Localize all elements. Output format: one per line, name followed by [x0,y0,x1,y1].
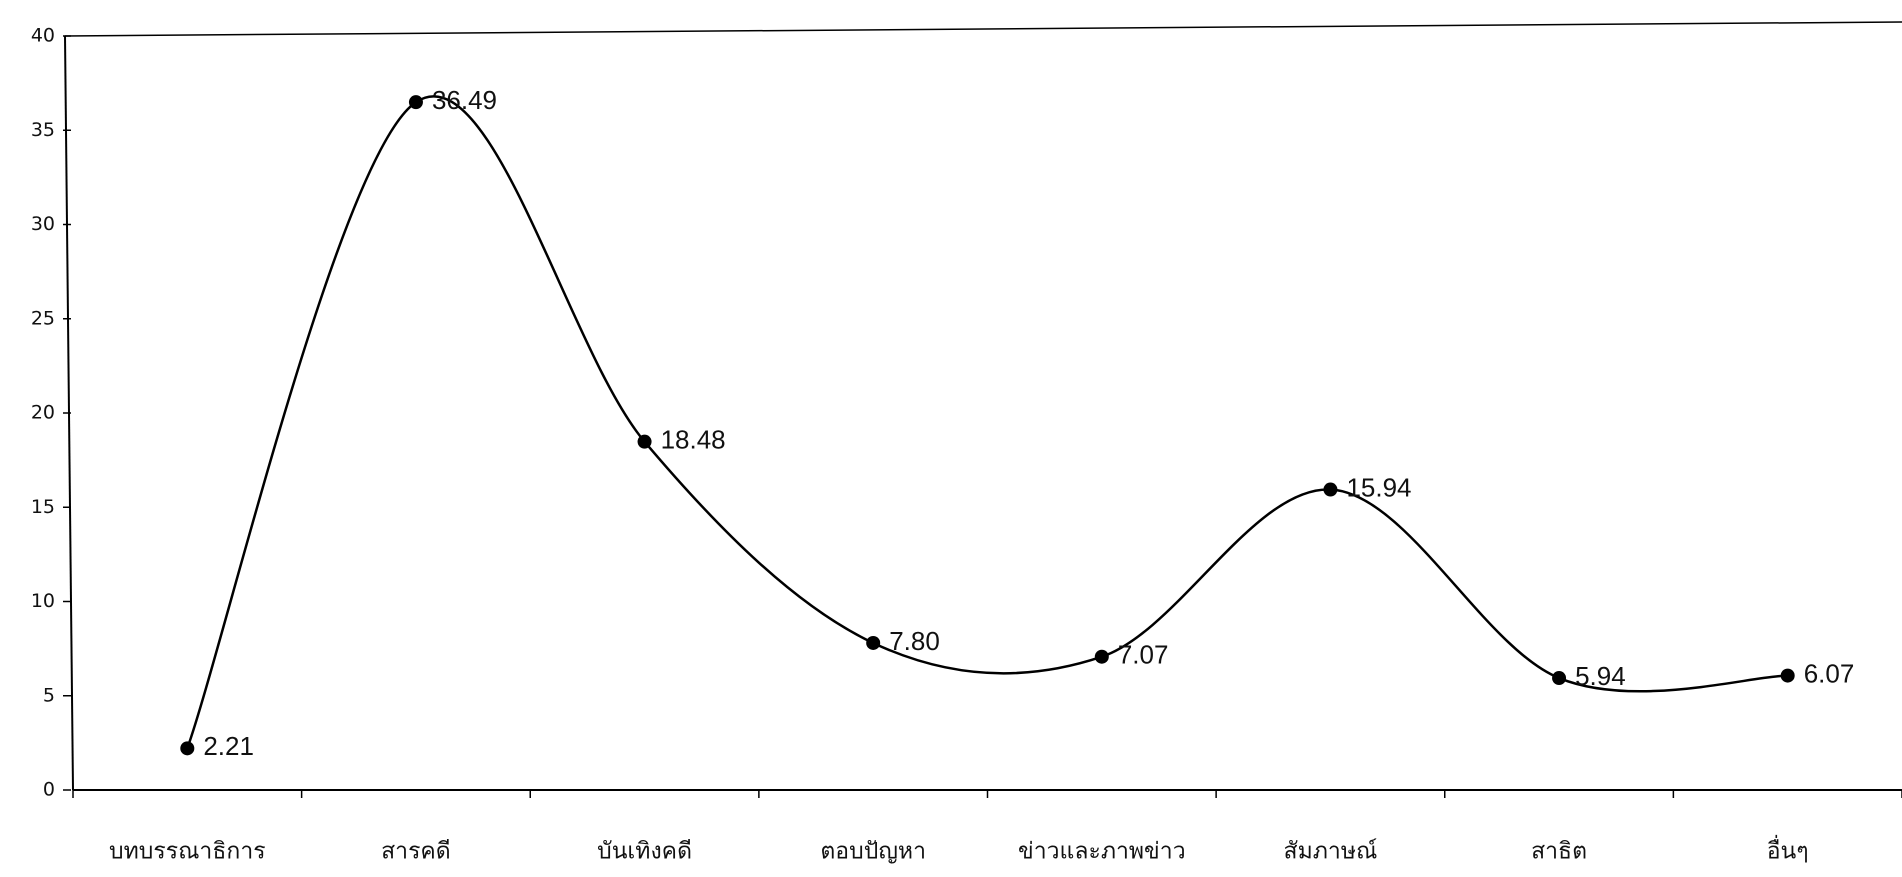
x-tick-label: สัมภาษณ์ [1284,838,1378,865]
data-label: 15.94 [1346,472,1411,502]
line [186,95,1788,749]
y-tick-label: 15 [31,496,55,518]
y-tick-label: 20 [31,402,55,424]
point [180,741,195,756]
data-label: 7.80 [889,626,940,656]
y-tick-label: 0 [43,779,55,801]
data-label: 5.94 [1575,661,1626,691]
point [408,95,423,110]
point [1552,671,1567,686]
x-tick-label: สาธิต [1531,839,1587,865]
point [637,434,652,449]
point [1094,649,1109,664]
y-tick-label: 40 [31,25,55,47]
point [866,635,881,650]
data-label: 2.21 [203,731,254,761]
top-border [64,21,1902,37]
x-tick-label: สารคดี [381,839,451,865]
y-tick-label: 35 [31,119,55,141]
y-tick-label: 30 [31,213,55,235]
data-label: 7.07 [1118,640,1169,670]
data-label: 18.48 [661,425,726,455]
x-tick-label: ข่าวและภาพข่าว [1018,839,1186,865]
point [1323,482,1338,497]
y-tick-label: 25 [31,307,55,329]
data-label: 36.49 [432,85,497,115]
point [1780,668,1795,683]
x-tick-label: อื่นๆ [1767,835,1809,865]
x-tick-label: บันเทิงคดี [597,839,692,865]
x-tick-label: ตอบปัญหา [820,839,926,865]
y-tick-label: 10 [31,590,55,612]
y-tick-label: 5 [43,684,55,706]
x-tick-label: บทบรรณาธิการ [109,839,266,865]
data-label: 6.07 [1804,658,1855,688]
